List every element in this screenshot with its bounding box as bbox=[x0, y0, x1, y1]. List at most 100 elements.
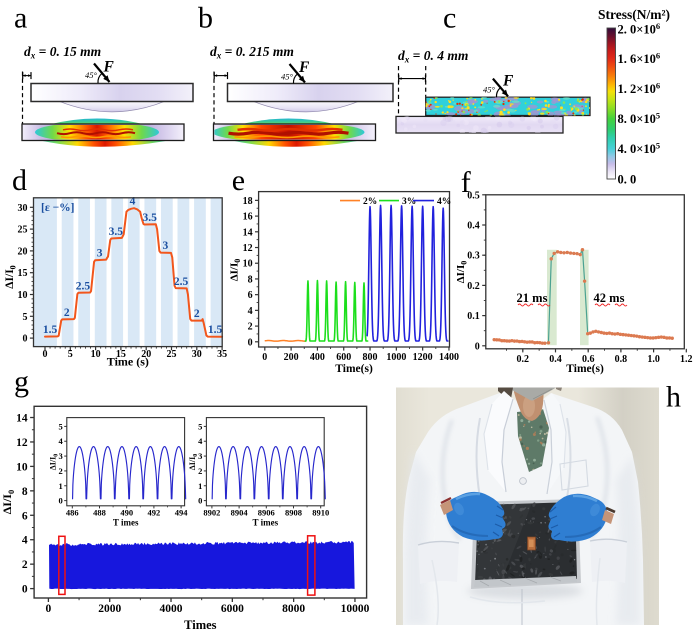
svg-text:0. 0: 0. 0 bbox=[618, 173, 637, 187]
svg-text:dx = 0. 15 mm: dx = 0. 15 mm bbox=[24, 44, 101, 61]
svg-text:1200: 1200 bbox=[413, 352, 433, 363]
svg-text:0: 0 bbox=[262, 352, 267, 363]
svg-text:F: F bbox=[298, 59, 310, 76]
svg-text:dx = 0. 4 mm: dx = 0. 4 mm bbox=[398, 48, 468, 65]
svg-text:2%: 2% bbox=[363, 197, 377, 207]
svg-text:3: 3 bbox=[163, 240, 169, 252]
svg-text:12: 12 bbox=[16, 437, 28, 449]
svg-text:8910: 8910 bbox=[312, 507, 329, 517]
svg-text:6: 6 bbox=[22, 510, 28, 522]
svg-text:45°: 45° bbox=[483, 85, 496, 95]
svg-text:21 ms: 21 ms bbox=[517, 291, 548, 305]
svg-text:3: 3 bbox=[59, 451, 63, 461]
svg-text:800: 800 bbox=[363, 352, 378, 363]
svg-text:8904: 8904 bbox=[231, 507, 249, 517]
svg-text:1.0: 1.0 bbox=[647, 354, 660, 365]
svg-text:10: 10 bbox=[91, 349, 101, 360]
svg-text:8: 8 bbox=[248, 274, 253, 285]
svg-text:ΔI/I0: ΔI/I0 bbox=[229, 259, 243, 282]
svg-text:18: 18 bbox=[243, 196, 253, 207]
svg-text:10: 10 bbox=[18, 290, 28, 301]
svg-text:1000: 1000 bbox=[386, 352, 406, 363]
svg-text:0: 0 bbox=[23, 334, 28, 345]
svg-text:10: 10 bbox=[243, 259, 253, 270]
svg-text:0.4: 0.4 bbox=[549, 354, 562, 365]
svg-text:ΔI/I0: ΔI/I0 bbox=[4, 265, 18, 288]
svg-text:6: 6 bbox=[248, 290, 253, 301]
svg-text:Time(s): Time(s) bbox=[566, 363, 604, 375]
svg-text:8: 8 bbox=[22, 486, 28, 498]
svg-text:488: 488 bbox=[93, 507, 106, 517]
svg-text:2.5: 2.5 bbox=[76, 280, 91, 292]
svg-text:45°: 45° bbox=[85, 70, 98, 80]
svg-text:3: 3 bbox=[97, 248, 103, 260]
svg-text:4000: 4000 bbox=[160, 603, 183, 615]
svg-text:2: 2 bbox=[198, 466, 202, 476]
svg-text:ΔI/I0: ΔI/I0 bbox=[455, 261, 469, 284]
svg-text:30: 30 bbox=[18, 203, 28, 214]
svg-text:e: e bbox=[232, 164, 245, 197]
svg-text:Time(s): Time(s) bbox=[335, 363, 373, 375]
svg-text:0: 0 bbox=[22, 584, 28, 596]
svg-text:F: F bbox=[502, 73, 514, 90]
svg-text:14: 14 bbox=[16, 413, 28, 425]
svg-text:10000: 10000 bbox=[341, 603, 370, 615]
svg-text:600: 600 bbox=[336, 352, 351, 363]
svg-text:Times: Times bbox=[184, 618, 217, 632]
svg-text:20: 20 bbox=[18, 246, 28, 257]
svg-text:1.5: 1.5 bbox=[208, 324, 223, 336]
svg-text:15: 15 bbox=[116, 349, 126, 360]
svg-text:b: b bbox=[198, 2, 213, 35]
svg-text:0: 0 bbox=[475, 341, 480, 352]
svg-text:492: 492 bbox=[148, 507, 161, 517]
svg-text:15: 15 bbox=[18, 268, 28, 279]
svg-text:494: 494 bbox=[175, 507, 189, 517]
svg-text:5: 5 bbox=[23, 312, 28, 323]
svg-text:8. 0×105: 8. 0×105 bbox=[618, 111, 661, 127]
svg-text:490: 490 bbox=[120, 507, 133, 517]
svg-text:3: 3 bbox=[198, 451, 202, 461]
svg-text:0: 0 bbox=[59, 496, 63, 506]
svg-text:0.3: 0.3 bbox=[467, 251, 480, 262]
svg-text:5: 5 bbox=[198, 421, 202, 431]
svg-text:486: 486 bbox=[66, 507, 79, 517]
svg-text:0.2: 0.2 bbox=[517, 354, 530, 365]
svg-text:4: 4 bbox=[248, 306, 253, 317]
svg-text:d: d bbox=[12, 164, 27, 197]
svg-text:1.2: 1.2 bbox=[680, 354, 693, 365]
svg-text:4. 0×105: 4. 0×105 bbox=[618, 141, 661, 157]
svg-text:16: 16 bbox=[243, 212, 253, 223]
svg-text:14: 14 bbox=[243, 227, 253, 238]
svg-text:42 ms: 42 ms bbox=[594, 291, 625, 305]
svg-text:ΔI/I0: ΔI/I0 bbox=[188, 454, 199, 470]
svg-text:2: 2 bbox=[194, 308, 200, 320]
svg-text:0: 0 bbox=[248, 337, 253, 348]
svg-text:35: 35 bbox=[217, 349, 227, 360]
svg-text:8908: 8908 bbox=[285, 507, 302, 517]
svg-text:ΔI/I0: ΔI/I0 bbox=[0, 490, 16, 514]
svg-text:4: 4 bbox=[22, 535, 28, 547]
svg-text:1: 1 bbox=[59, 481, 63, 491]
svg-text:1: 1 bbox=[198, 481, 202, 491]
svg-text:5: 5 bbox=[68, 349, 73, 360]
svg-text:3%: 3% bbox=[402, 197, 416, 207]
svg-text:T imes: T imes bbox=[113, 517, 139, 527]
svg-text:200: 200 bbox=[284, 352, 299, 363]
svg-text:20: 20 bbox=[141, 349, 151, 360]
svg-text:25: 25 bbox=[167, 349, 177, 360]
svg-text:g: g bbox=[14, 365, 29, 398]
svg-text:0: 0 bbox=[198, 496, 202, 506]
svg-text:2. 0×106: 2. 0×106 bbox=[618, 21, 661, 37]
svg-text:0.4: 0.4 bbox=[467, 221, 480, 232]
svg-text:1. 2×106: 1. 2×106 bbox=[618, 81, 661, 97]
svg-text:10: 10 bbox=[16, 461, 28, 473]
svg-text:3.5: 3.5 bbox=[109, 226, 124, 238]
svg-text:0.6: 0.6 bbox=[582, 354, 595, 365]
svg-text:h: h bbox=[666, 381, 681, 414]
svg-text:Stress(N/m²): Stress(N/m²) bbox=[598, 7, 670, 22]
svg-text:2: 2 bbox=[22, 559, 28, 571]
svg-text:dx = 0. 215 mm: dx = 0. 215 mm bbox=[210, 44, 294, 61]
svg-text:45°: 45° bbox=[281, 72, 294, 82]
svg-text:8906: 8906 bbox=[258, 507, 275, 517]
svg-text:c: c bbox=[443, 2, 456, 35]
